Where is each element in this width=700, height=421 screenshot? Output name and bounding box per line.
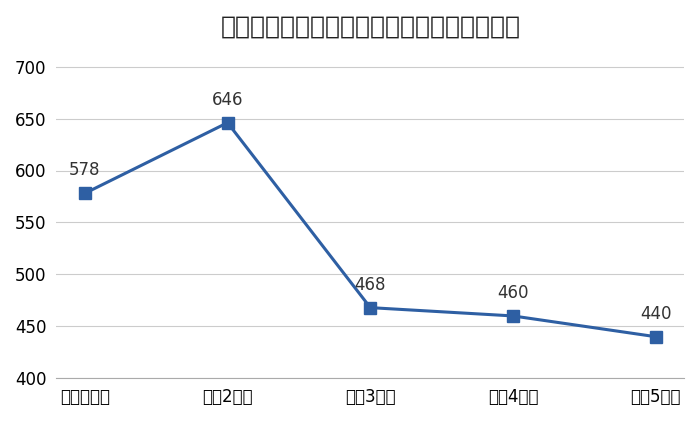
Text: 440: 440 [640,305,671,323]
Title: 家庭系ごみひとり一日あたりの量（グラム）: 家庭系ごみひとり一日あたりの量（グラム） [220,15,520,39]
Text: 460: 460 [497,284,528,302]
Text: 468: 468 [355,276,386,294]
Text: 646: 646 [212,91,244,109]
Text: 578: 578 [69,162,101,179]
